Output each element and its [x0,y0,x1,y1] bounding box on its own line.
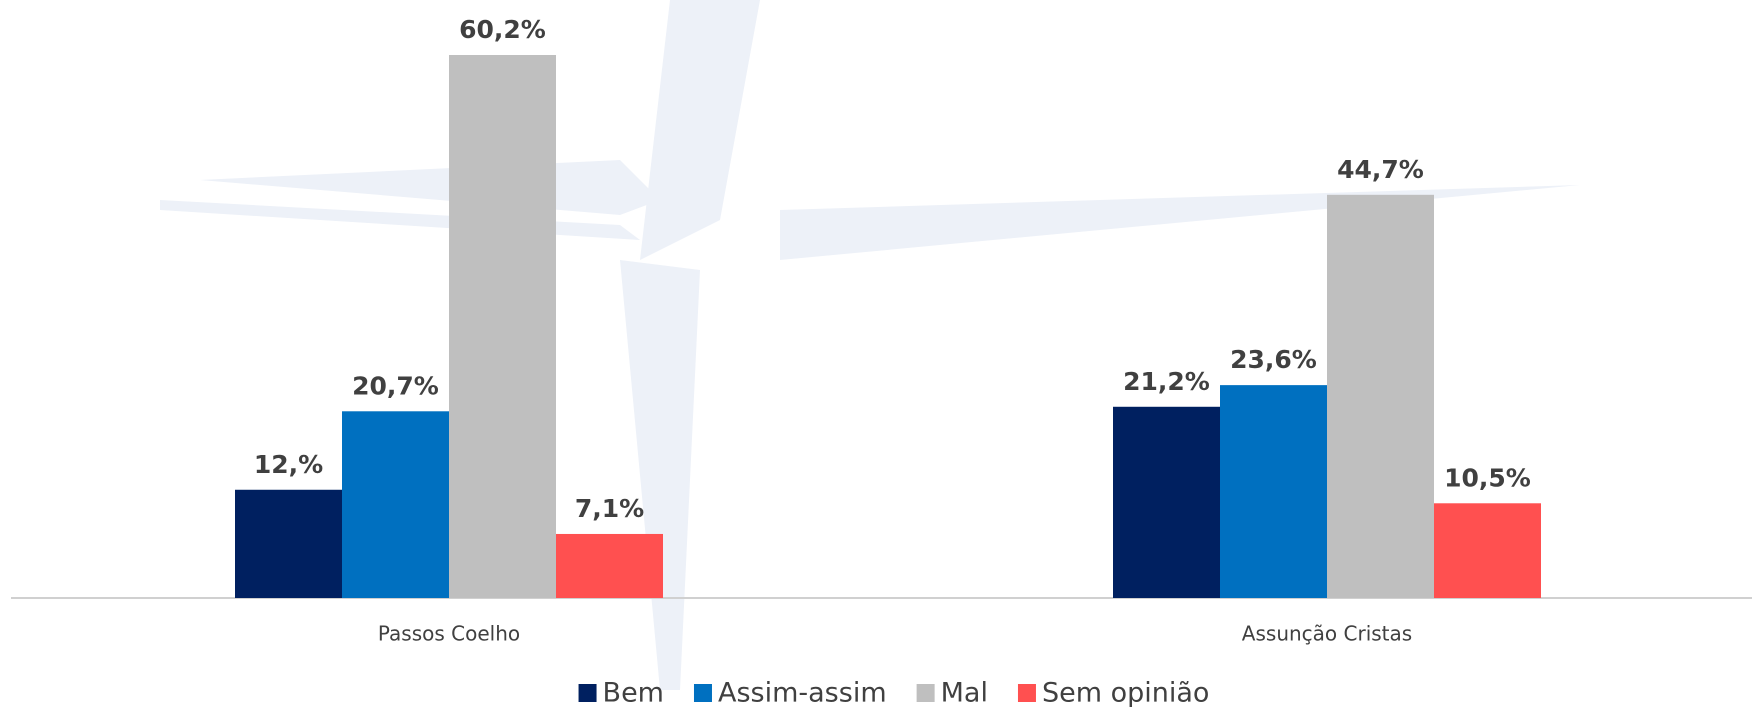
bar [342,411,449,598]
legend-swatch [916,684,935,702]
x-tick-label: Assunção Cristas [1242,622,1412,646]
bar [556,533,663,598]
bar [235,489,342,598]
legend-label: Sem opinião [1042,678,1209,709]
bar [1113,406,1220,598]
bar [1434,503,1541,598]
legend-swatch [578,684,597,702]
legend-label: Mal [941,678,988,709]
legend-label: Bem [603,678,664,709]
value-label: 7,1% [575,494,644,523]
legend-label: Assim-assim [718,678,887,709]
value-label: 10,5% [1444,463,1531,492]
bar [1220,385,1327,598]
legend-swatch [693,684,712,702]
value-label: 23,6% [1230,345,1317,374]
value-label: 21,2% [1123,367,1210,396]
value-label: 60,2% [459,15,546,44]
value-label: 12,% [254,450,323,479]
bar [449,55,556,598]
legend-swatch [1017,684,1036,702]
value-label: 20,7% [352,371,439,400]
bar [1327,194,1434,599]
x-tick-label: Passos Coelho [378,622,520,646]
value-label: 44,7% [1337,155,1424,184]
